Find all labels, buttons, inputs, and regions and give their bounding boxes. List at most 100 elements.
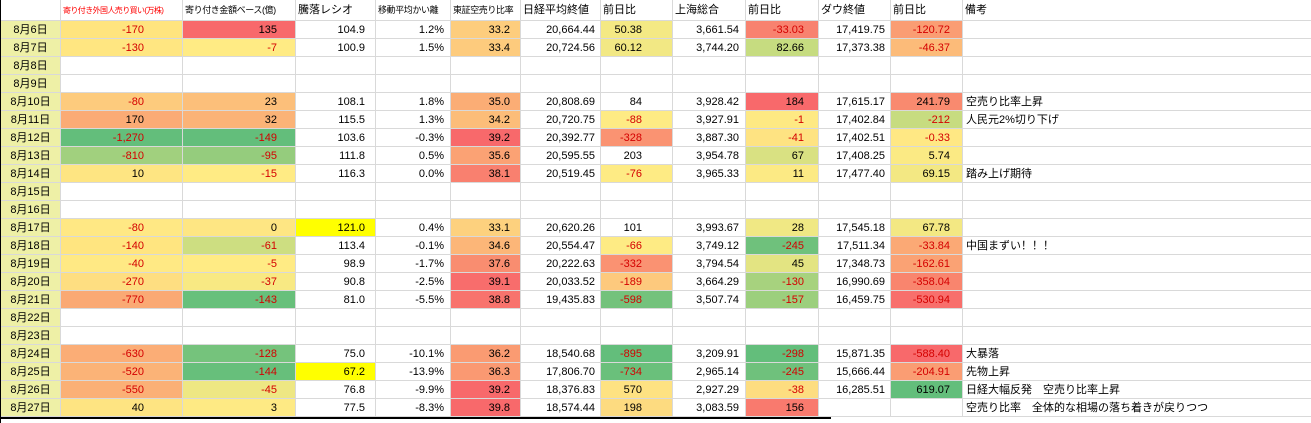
cell-foreign-value[interactable]: 135 (183, 21, 296, 39)
date-cell[interactable]: 8月6日 (1, 21, 61, 39)
cell-dow-change[interactable]: 5.74 (891, 147, 963, 165)
cell-foreign-value[interactable]: -143 (183, 291, 296, 309)
cell-dow-close[interactable]: 17,373.38 (819, 39, 891, 57)
cell-ma-divergence[interactable]: -1.7% (376, 255, 451, 273)
cell-dow-close[interactable]: 16,285.51 (819, 381, 891, 399)
cell-short-ratio[interactable] (451, 201, 521, 219)
cell-foreign-value[interactable] (183, 309, 296, 327)
cell-ma-divergence[interactable] (376, 309, 451, 327)
cell-nikkei-close[interactable]: 17,806.70 (521, 363, 601, 381)
cell-shanghai-change[interactable]: 156 (746, 399, 819, 417)
cell-nikkei-close[interactable] (521, 57, 601, 75)
cell-nikkei-change[interactable]: -734 (601, 363, 673, 381)
cell-nikkei-close[interactable]: 20,724.56 (521, 39, 601, 57)
cell-nikkei-close[interactable] (521, 183, 601, 201)
cell-foreign-shares[interactable]: -80 (61, 93, 183, 111)
cell-dow-close[interactable] (819, 327, 891, 345)
remark-cell[interactable] (963, 183, 1311, 201)
cell-dow-close[interactable]: 15,666.44 (819, 363, 891, 381)
cell-dow-close[interactable]: 16,990.69 (819, 273, 891, 291)
cell-nikkei-change[interactable]: -895 (601, 345, 673, 363)
cell-nikkei-change[interactable]: -88 (601, 111, 673, 129)
remark-cell[interactable] (963, 57, 1311, 75)
cell-shanghai-change[interactable]: -157 (746, 291, 819, 309)
cell-dow-close[interactable]: 17,477.40 (819, 165, 891, 183)
cell-ma-divergence[interactable]: 1.8% (376, 93, 451, 111)
date-cell[interactable]: 8月14日 (1, 165, 61, 183)
remark-cell[interactable] (963, 147, 1311, 165)
cell-dow-change[interactable] (891, 75, 963, 93)
date-cell[interactable]: 8月15日 (1, 183, 61, 201)
cell-advance-decline-ratio[interactable]: 100.9 (296, 39, 376, 57)
cell-foreign-shares[interactable]: -550 (61, 381, 183, 399)
cell-foreign-shares[interactable] (61, 309, 183, 327)
cell-ma-divergence[interactable]: -13.9% (376, 363, 451, 381)
column-header-shanghai-change[interactable]: 前日比 (746, 0, 819, 21)
remark-cell[interactable]: 大暴落 (963, 345, 1311, 363)
column-header-foreign-shares[interactable]: 寄り付き外国人売り買い(万株) (61, 0, 183, 21)
cell-dow-change[interactable]: 619.07 (891, 381, 963, 399)
column-header-ma-divergence[interactable]: 移動平均かい離 (376, 0, 451, 21)
cell-shanghai[interactable]: 3,749.12 (673, 237, 746, 255)
cell-nikkei-change[interactable]: -332 (601, 255, 673, 273)
cell-shanghai-change[interactable] (746, 327, 819, 345)
cell-shanghai[interactable]: 3,661.54 (673, 21, 746, 39)
column-header-shanghai[interactable]: 上海総合 (673, 0, 746, 21)
cell-foreign-shares[interactable]: -810 (61, 147, 183, 165)
cell-foreign-shares[interactable]: 10 (61, 165, 183, 183)
cell-nikkei-close[interactable] (521, 309, 601, 327)
cell-ma-divergence[interactable]: 1.3% (376, 111, 451, 129)
cell-advance-decline-ratio[interactable]: 67.2 (296, 363, 376, 381)
cell-advance-decline-ratio[interactable]: 113.4 (296, 237, 376, 255)
date-cell[interactable]: 8月11日 (1, 111, 61, 129)
cell-foreign-value[interactable]: -61 (183, 237, 296, 255)
cell-foreign-value[interactable] (183, 201, 296, 219)
cell-short-ratio[interactable]: 39.8 (451, 399, 521, 417)
cell-nikkei-close[interactable]: 20,720.75 (521, 111, 601, 129)
remark-cell[interactable] (963, 129, 1311, 147)
cell-nikkei-change[interactable] (601, 201, 673, 219)
date-cell[interactable]: 8月25日 (1, 363, 61, 381)
cell-ma-divergence[interactable]: 0.0% (376, 165, 451, 183)
cell-ma-divergence[interactable]: -10.1% (376, 345, 451, 363)
date-cell[interactable]: 8月9日 (1, 75, 61, 93)
cell-foreign-value[interactable]: -128 (183, 345, 296, 363)
cell-nikkei-close[interactable]: 20,595.55 (521, 147, 601, 165)
remark-cell[interactable] (963, 201, 1311, 219)
cell-shanghai[interactable]: 3,507.74 (673, 291, 746, 309)
cell-dow-change[interactable]: -212 (891, 111, 963, 129)
remark-cell[interactable]: 先物上昇 (963, 363, 1311, 381)
cell-nikkei-change[interactable]: 570 (601, 381, 673, 399)
cell-foreign-value[interactable]: 3 (183, 399, 296, 417)
cell-nikkei-close[interactable]: 20,519.45 (521, 165, 601, 183)
cell-nikkei-close[interactable] (521, 201, 601, 219)
cell-shanghai[interactable]: 2,927.29 (673, 381, 746, 399)
date-cell[interactable]: 8月12日 (1, 129, 61, 147)
cell-short-ratio[interactable]: 39.2 (451, 381, 521, 399)
cell-advance-decline-ratio[interactable]: 76.8 (296, 381, 376, 399)
cell-nikkei-change[interactable]: -598 (601, 291, 673, 309)
cell-ma-divergence[interactable]: 1.2% (376, 21, 451, 39)
cell-shanghai-change[interactable] (746, 201, 819, 219)
cell-ma-divergence[interactable]: -5.5% (376, 291, 451, 309)
cell-nikkei-close[interactable]: 20,222.63 (521, 255, 601, 273)
cell-advance-decline-ratio[interactable]: 90.8 (296, 273, 376, 291)
cell-dow-change[interactable]: -358.04 (891, 273, 963, 291)
cell-shanghai-change[interactable]: -298 (746, 345, 819, 363)
date-cell[interactable]: 8月7日 (1, 39, 61, 57)
cell-ma-divergence[interactable] (376, 75, 451, 93)
date-cell[interactable]: 8月24日 (1, 345, 61, 363)
cell-shanghai[interactable]: 3,209.91 (673, 345, 746, 363)
cell-short-ratio[interactable]: 36.2 (451, 345, 521, 363)
remark-cell[interactable] (963, 39, 1311, 57)
cell-nikkei-change[interactable]: -66 (601, 237, 673, 255)
cell-advance-decline-ratio[interactable] (296, 309, 376, 327)
cell-shanghai-change[interactable] (746, 183, 819, 201)
cell-ma-divergence[interactable]: -9.9% (376, 381, 451, 399)
cell-foreign-value[interactable]: -149 (183, 129, 296, 147)
column-header-dow-close[interactable]: ダウ終値 (819, 0, 891, 21)
cell-ma-divergence[interactable]: -8.3% (376, 399, 451, 417)
cell-shanghai-change[interactable]: -33.03 (746, 21, 819, 39)
cell-foreign-value[interactable] (183, 57, 296, 75)
cell-shanghai-change[interactable]: -41 (746, 129, 819, 147)
